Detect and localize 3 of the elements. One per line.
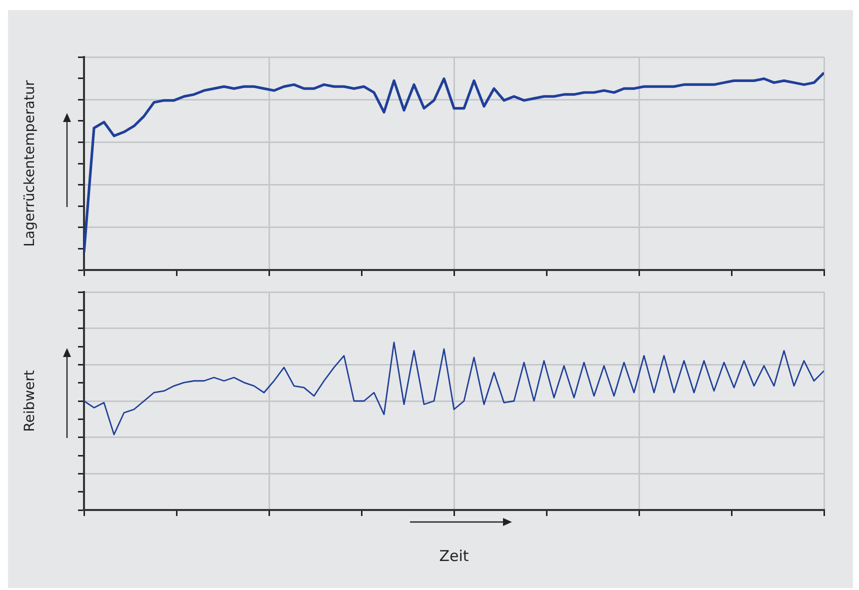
y-axis-title: Lagerrückentemperatur <box>22 80 38 247</box>
y-axis-title: Reibwert <box>22 370 38 432</box>
x-axis-title: Zeit <box>439 546 469 565</box>
